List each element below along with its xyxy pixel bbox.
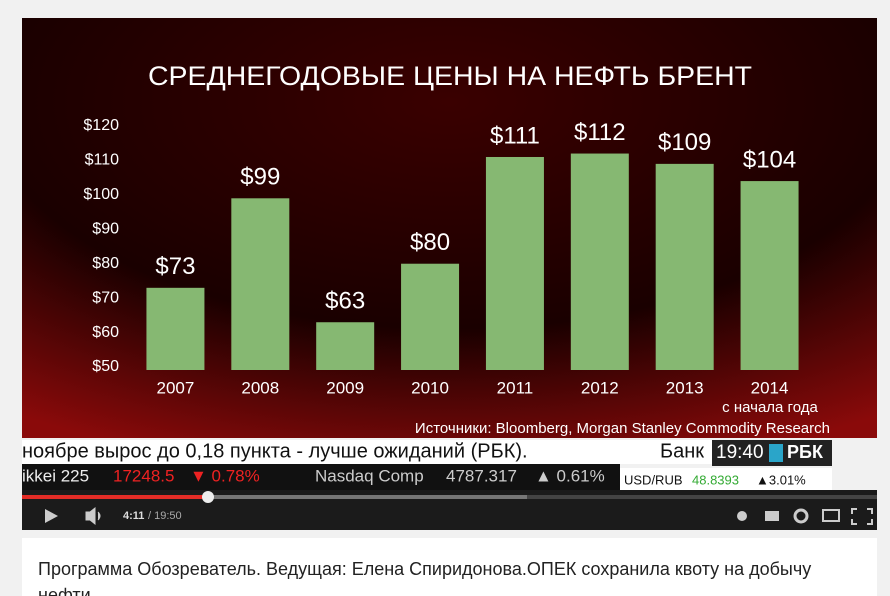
- quote-change: ▼ 0.78%: [190, 466, 260, 485]
- x-tick-label: 2013: [666, 378, 704, 397]
- ticker-band: [22, 440, 712, 464]
- bar: [740, 181, 799, 370]
- progress-played: [22, 495, 208, 499]
- quote-change: ▲ 0.61%: [535, 466, 605, 485]
- fx-change: ▲3.01%: [756, 472, 806, 487]
- value-label: $109: [658, 129, 711, 156]
- value-label: $73: [155, 253, 195, 280]
- x-tick-label: 2014: [751, 378, 789, 397]
- quote-name: Nasdaq Comp: [315, 466, 424, 485]
- y-tick-label: $120: [83, 117, 119, 134]
- y-tick-label: $60: [92, 324, 119, 341]
- bar: [146, 287, 205, 370]
- fullscreen-button[interactable]: [851, 508, 873, 525]
- bar: [570, 153, 629, 370]
- value-label: $80: [410, 229, 450, 256]
- source: Источники: Bloomberg, Morgan Stanley Com…: [415, 420, 830, 437]
- video-caption: Программа Обозреватель. Ведущая: Елена С…: [22, 538, 877, 596]
- video-player: СРЕДНЕГОДОВЫЕ ЦЕНЫ НА НЕФТЬ БРЕНТ с нача…: [22, 18, 877, 530]
- fx-name: USD/RUB: [624, 472, 683, 487]
- category-note: с начала года: [722, 399, 818, 416]
- fx-box: [620, 468, 832, 490]
- current-time: 4:11: [123, 510, 144, 522]
- y-tick-label: $110: [85, 152, 120, 169]
- play-button[interactable]: [45, 509, 58, 523]
- chart-title: СРЕДНЕГОДОВЫЕ ЦЕНЫ НА НЕФТЬ БРЕНТ: [148, 61, 752, 91]
- ticker-headline-tail: Банк: [660, 440, 704, 462]
- value-label: $63: [325, 288, 365, 315]
- x-tick-label: 2012: [581, 378, 619, 397]
- y-tick-label: $50: [92, 358, 119, 375]
- x-tick-label: 2008: [241, 378, 279, 397]
- bar: [485, 156, 544, 370]
- theater-button[interactable]: [822, 509, 840, 522]
- ticker-headline: ноябре вырос до 0,18 пункта - лучше ожид…: [22, 440, 528, 462]
- watch-later-button[interactable]: [737, 511, 747, 521]
- bar: [231, 198, 290, 370]
- bar: [316, 322, 375, 370]
- chart: $120 $110 $100 $90 $80 $70 $60 $50 $73 2007 $99 200…: [83, 117, 799, 397]
- y-tick-label: $100: [83, 186, 119, 203]
- clock: 19:40: [716, 442, 764, 463]
- quotes-band: [22, 464, 620, 490]
- captions-button[interactable]: [765, 511, 779, 521]
- progress-handle[interactable]: [202, 491, 214, 503]
- x-tick-label: 2010: [411, 378, 449, 397]
- x-tick-label: 2011: [497, 378, 534, 397]
- quote-value: 4787.317: [446, 466, 517, 485]
- bar: [401, 263, 460, 370]
- settings-button[interactable]: [793, 508, 809, 524]
- value-label: $104: [743, 146, 796, 173]
- quote-value: 17248.5: [113, 466, 174, 485]
- y-tick-label: $90: [92, 221, 119, 238]
- y-tick-label: $70: [92, 289, 119, 306]
- quote-name: ikkei 225: [22, 466, 89, 485]
- value-label: $111: [490, 122, 540, 149]
- brand: РБК: [787, 442, 824, 462]
- fx-value: 48.8393: [692, 472, 739, 487]
- bar: [655, 163, 714, 370]
- value-label: $112: [574, 119, 626, 146]
- progress-loaded: [22, 495, 527, 499]
- x-tick-label: 2007: [157, 378, 195, 397]
- duration: / 19:50: [148, 510, 182, 522]
- brand-logo: [769, 444, 783, 462]
- value-label: $99: [240, 164, 280, 191]
- volume-button[interactable]: [85, 506, 101, 526]
- x-tick-label: 2009: [326, 378, 364, 397]
- y-tick-label: $80: [92, 255, 119, 272]
